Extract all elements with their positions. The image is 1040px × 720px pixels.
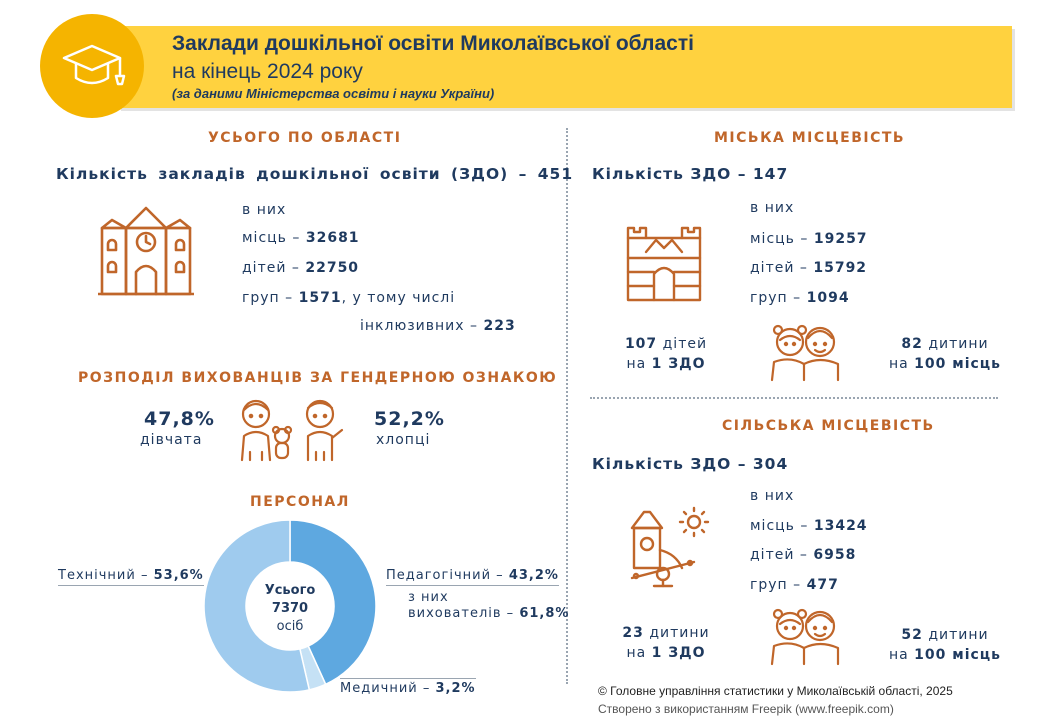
rural-places: місць – 13424 <box>750 518 868 534</box>
source-note: (за даними Міністерства освіти і науки У… <box>172 86 495 101</box>
page-subtitle: на кінець 2024 року <box>172 60 363 83</box>
donut-hole <box>247 563 333 649</box>
overall-count: Кількість закладів дошкільної освіти (ЗД… <box>56 165 574 183</box>
rural-of-them: в них <box>750 488 795 504</box>
urban-section-title: МІСЬКА МІСЦЕВІСТЬ <box>714 130 906 146</box>
staff-donut-chart <box>203 519 377 693</box>
footer-credit: Створено з використанням Freepik (www.fr… <box>598 702 894 716</box>
donut-slice-pedagogical <box>289 519 377 686</box>
overall-inclusive: інклюзивних – 223 <box>360 318 516 334</box>
donut-label-technical: Технічний – 53,6% <box>58 568 204 586</box>
gender-section-title: РОЗПОДІЛ ВИХОВАНЦІВ ЗА ГЕНДЕРНОЮ ОЗНАКОЮ <box>78 370 558 386</box>
girls-label: дівчата <box>140 432 203 448</box>
footer-copyright: © Головне управління статистики у Микола… <box>598 684 953 698</box>
urban-per-zdo: 107 дітей на 1 ЗДО <box>624 336 708 372</box>
children-icon <box>768 322 844 382</box>
donut-center-line3: осіб <box>276 619 304 634</box>
header-banner <box>118 26 1012 108</box>
boys-percent: 52,2% <box>374 408 445 430</box>
rural-groups: груп – 477 <box>750 577 839 593</box>
vertical-divider <box>566 128 568 684</box>
children-icon <box>768 606 844 666</box>
urban-of-them: в них <box>750 200 795 216</box>
donut-center-total: 7370 <box>271 601 309 616</box>
overall-places: місць – 32681 <box>242 230 360 246</box>
rural-children: дітей – 6958 <box>750 547 857 563</box>
staff-section-title: ПЕРСОНАЛ <box>250 494 350 510</box>
donut-label-pedagogical-sub2: вихователів – 61,8% <box>408 606 570 621</box>
header-emblem <box>40 14 144 118</box>
girls-percent: 47,8% <box>144 408 215 430</box>
boys-label: хлопці <box>376 432 431 448</box>
overall-groups: груп – 1571, у тому числі <box>242 290 456 306</box>
overall-children: дітей – 22750 <box>242 260 360 276</box>
rural-per-zdo: 23 дитини на 1 ЗДО <box>622 625 710 661</box>
donut-label-medical: Медичний – 3,2% <box>340 678 476 696</box>
donut-label-pedagogical-sub1: з них <box>408 590 449 605</box>
urban-per-100: 82 дитини на 100 місць <box>888 336 1002 372</box>
toy-castle-icon <box>624 222 704 302</box>
page-title: Заклади дошкільної освіти Миколаївської … <box>172 32 694 55</box>
urban-places: місць – 19257 <box>750 231 868 247</box>
rural-count: Кількість ЗДО – 304 <box>592 455 789 473</box>
rural-section-title: СІЛЬСЬКА МІСЦЕВІСТЬ <box>722 418 935 434</box>
urban-children: дітей – 15792 <box>750 260 868 276</box>
donut-center-line1: Усього <box>264 583 316 598</box>
urban-count: Кількість ЗДО – 147 <box>592 165 789 183</box>
children-icon <box>232 396 348 462</box>
donut-center-label: Усього 7370 осіб <box>250 582 330 636</box>
kindergarten-building-icon <box>98 206 194 298</box>
graduation-cap-icon <box>62 44 126 86</box>
urban-groups: груп – 1094 <box>750 290 850 306</box>
rural-per-100: 52 дитини на 100 місць <box>888 627 1002 663</box>
donut-slice-technical <box>203 519 311 693</box>
playground-icon <box>624 506 716 590</box>
horizontal-divider <box>590 397 998 399</box>
donut-label-pedagogical: Педагогічний – 43,2% <box>386 568 559 586</box>
overall-of-them: в них <box>242 202 287 218</box>
overall-section-title: УСЬОГО ПО ОБЛАСТІ <box>208 130 402 146</box>
